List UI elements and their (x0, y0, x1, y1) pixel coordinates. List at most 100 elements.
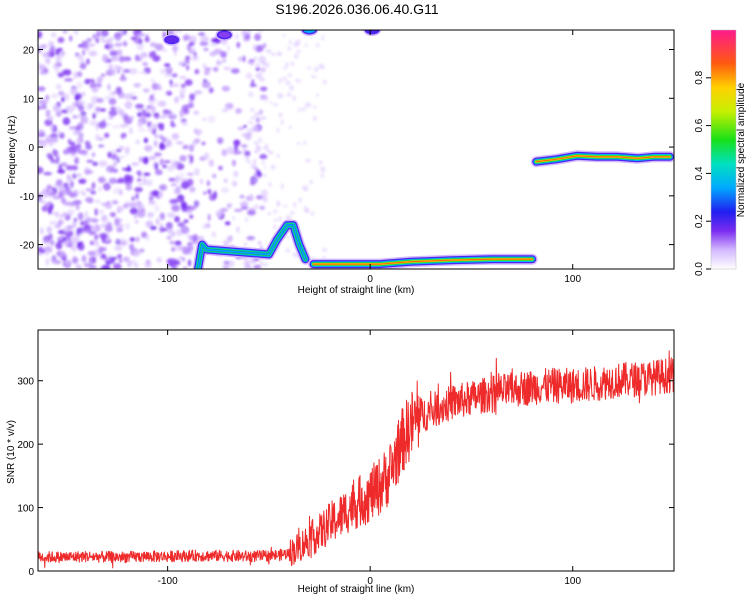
spectrogram-noise-blob (188, 159, 193, 165)
spectrogram-noise-blob (255, 62, 261, 69)
spectrogram-upper-edge-blob-4 (366, 30, 379, 33)
spectrogram-noise-blob (258, 55, 266, 64)
spectrogram-noise-blob (218, 165, 223, 171)
spectrogram-noise-blob (238, 56, 243, 62)
spectrogram-noise-blob (96, 83, 103, 88)
spectrogram-noise-blob (202, 63, 207, 70)
spectrogram-noise-blob (145, 220, 154, 228)
spectrogram-noise-blob (309, 179, 313, 185)
spectrogram-noise-blob (192, 139, 197, 147)
spectrogram-noise-blob (207, 115, 216, 123)
spectrogram-noise-blob (224, 221, 231, 226)
spectrogram-noise-blob (232, 150, 242, 155)
spectrogram-noise-blob (223, 66, 232, 71)
spectrogram-noise-blob (233, 170, 239, 178)
spectrogram-noise-blob (305, 207, 310, 214)
spectrogram-noise-blob (232, 215, 236, 221)
spectrogram-noise-blob (89, 120, 98, 126)
spectrogram-noise-blob (111, 154, 118, 160)
spectrogram-noise-blob (59, 132, 65, 139)
snr-frame (37, 329, 675, 572)
spectrogram-noise-blob (47, 115, 54, 121)
spectrogram-noise-blob (138, 38, 143, 45)
colorbar-gradient (711, 30, 736, 269)
spectrogram-noise-blob (110, 106, 117, 110)
spectrogram-noise-blob (119, 258, 123, 263)
spectrogram-noise-blob (282, 34, 286, 37)
spectrogram-noise-blob (56, 83, 62, 90)
spectrogram-noise-blob (320, 166, 326, 173)
spectrogram-noise-blob (85, 143, 92, 150)
spectrogram-noise-blob (320, 173, 324, 178)
spectrogram-noise-blob (283, 204, 287, 208)
spectrogram-noise-blob (95, 37, 100, 44)
spectrogram-noise-blob (166, 235, 172, 240)
spectrogram-noise-blob (253, 140, 258, 146)
spectrogram-noise-blob (87, 250, 96, 256)
spectrogram-noise-blob (62, 30, 68, 34)
spectrogram-noise-blob (80, 111, 87, 117)
spectrogram-noise-blob (116, 49, 123, 56)
spectrogram-noise-blob (221, 85, 231, 92)
spectrogram-noise-blob (312, 115, 317, 122)
spectrogram-noise-blob (206, 180, 211, 187)
spectrogram-noise-blob (107, 83, 111, 91)
spectrogram-noise-blob (193, 200, 200, 208)
spectrogram-noise-blob (72, 129, 82, 136)
spectrogram-noise-blob (200, 35, 209, 43)
spectrogram-noise-blob (278, 112, 283, 118)
spectrogram-noise-blob (72, 256, 79, 264)
spectrogram-noise-blob (121, 132, 127, 138)
spectrogram-noise-blob (62, 201, 72, 206)
spectrogram-noise-blob (316, 42, 320, 48)
spectrogram-noise-blob (213, 190, 218, 199)
spectrogram-noise-blob (46, 134, 52, 142)
spectrogram-noise-blob (171, 113, 175, 117)
spectrogram-noise-blob (234, 144, 238, 152)
spectrogram-noise-blob (138, 156, 144, 163)
spectrogram-noise-blob (154, 113, 160, 119)
spectrogram-noise-blob (170, 183, 177, 187)
spectrogram-noise-blob (108, 59, 113, 63)
spectrogram-noise-blob (288, 73, 292, 77)
spectrogram-noise-blob (221, 58, 227, 63)
spectrogram-noise-blob (136, 182, 146, 186)
spectrogram-noise-blob (175, 177, 183, 181)
spectrogram-noise-blob (91, 218, 99, 223)
spectrogram-noise-blob (45, 250, 49, 256)
spectrogram-x-tick-label: -100 (158, 274, 178, 285)
spectrogram-noise-blob (124, 146, 130, 154)
spectrogram-noise-blob (73, 30, 79, 36)
spectrogram-noise-blob (38, 86, 46, 92)
spectrogram-noise-blob (76, 71, 83, 78)
spectrogram-noise-blob (108, 109, 118, 117)
spectrogram-y-ticks: -20 -10 0 10 20 (20, 46, 674, 252)
spectrogram-noise-blob (246, 30, 252, 34)
spectrogram-noise-blob (288, 125, 292, 130)
spectrogram-noise-blob (123, 56, 132, 62)
spectrogram-noise-blob (322, 248, 328, 252)
colorbar-label: Normalized spectral amplitude (736, 82, 747, 217)
spectrogram-noise-blob (86, 42, 96, 48)
spectrogram-noise-blob (53, 63, 57, 70)
spectrogram-noise-blob (181, 178, 188, 182)
spectrogram-noise-blob (191, 240, 199, 245)
spectrogram-noise-blob (290, 210, 295, 215)
spectrogram-noise-blob (223, 261, 230, 265)
spectrogram-noise-blob (55, 111, 62, 117)
spectrogram-noise-blob (266, 150, 273, 154)
spectrogram-noise-blob (127, 116, 135, 120)
spectrogram-noise-blob (221, 187, 230, 194)
spectrogram-noise-blob (265, 49, 272, 54)
spectrogram-noise-blob (71, 221, 77, 226)
spectrogram-noise-blob (116, 156, 120, 163)
spectrogram-noise-blob (230, 68, 240, 74)
spectrogram-noise-blob (249, 107, 255, 112)
spectrogram-noise-blob (173, 30, 182, 34)
spectrogram-noise-blob (253, 55, 257, 62)
spectrogram-noise-blob (156, 257, 163, 263)
spectrogram-noise-blob (171, 133, 180, 140)
spectrogram-noise-blob (128, 243, 135, 251)
spectrogram-noise-blob (123, 174, 132, 182)
spectrogram-noise-blob (38, 30, 43, 39)
